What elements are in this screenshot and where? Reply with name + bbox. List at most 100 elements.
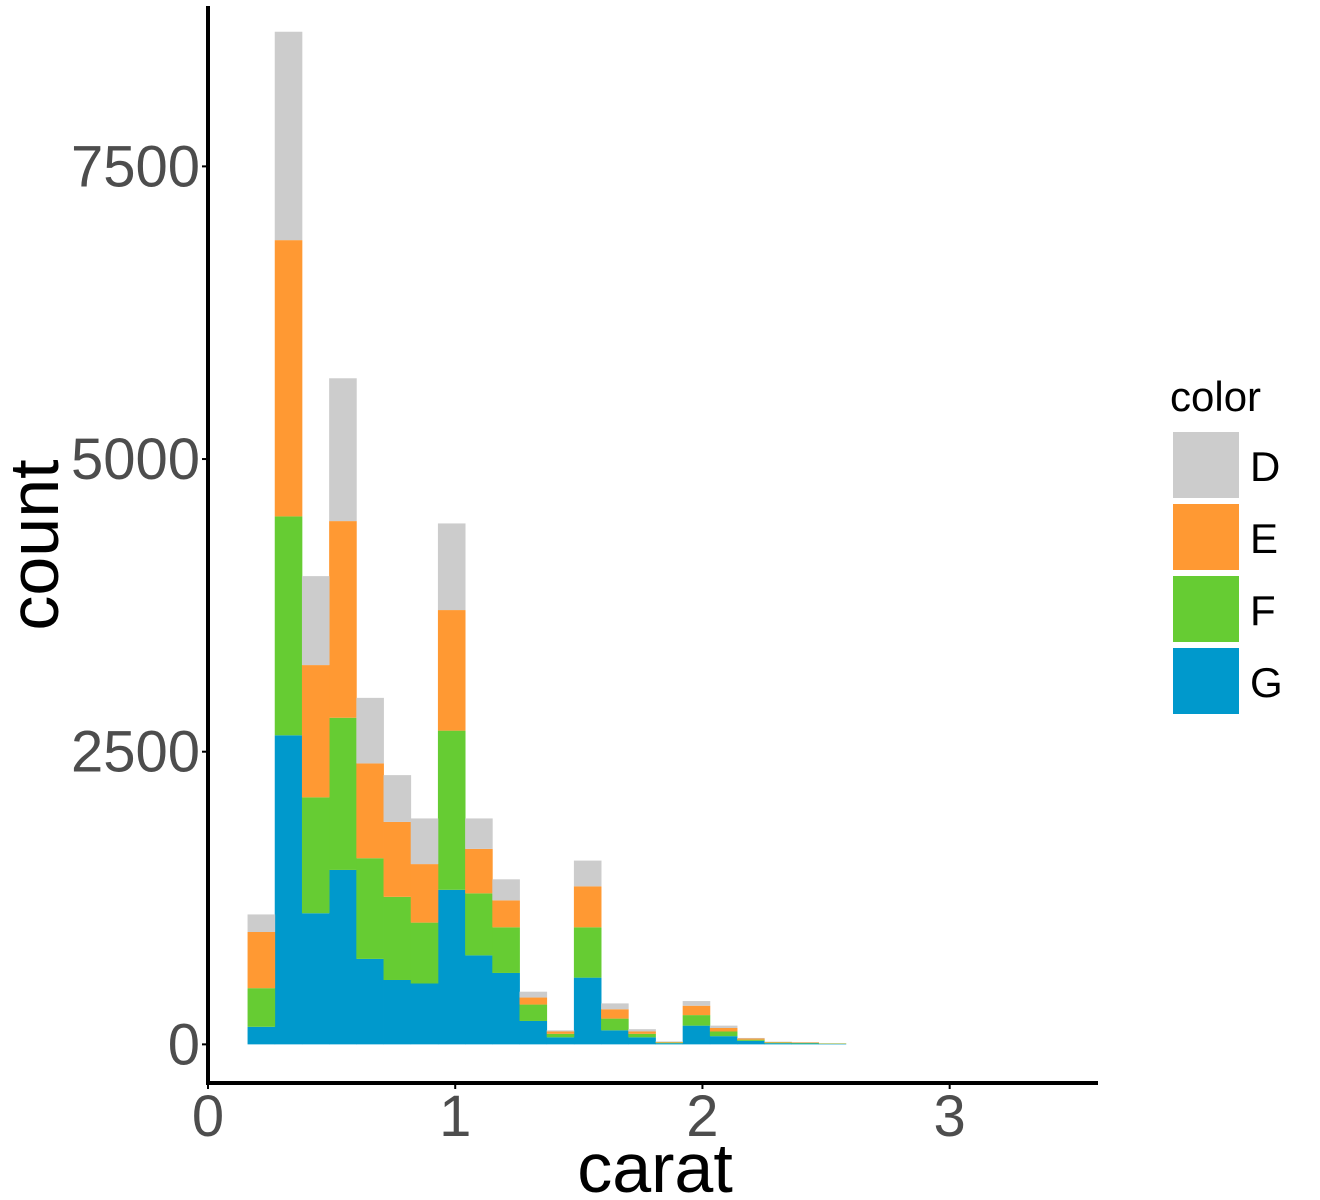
- bar-G-1: [274, 735, 303, 1045]
- bar-E-3: [329, 521, 357, 718]
- bar-F-13: [601, 1018, 629, 1031]
- y-axis-title: count: [0, 459, 73, 630]
- bar-D-17: [709, 1025, 738, 1028]
- bar-G-11: [546, 1037, 575, 1045]
- bar-D-7: [437, 523, 466, 611]
- x-axis-ticks: 0 1 2 3: [192, 1083, 966, 1149]
- bar-D-13: [601, 1003, 629, 1010]
- bar-G-3: [329, 869, 357, 1045]
- bar-D-15: [655, 1041, 684, 1043]
- x-tick-label: 0: [192, 1084, 224, 1149]
- bar-G-8: [465, 955, 493, 1045]
- bar-E-16: [682, 1005, 711, 1016]
- bar-D-4: [356, 697, 384, 764]
- bar-F-5: [383, 896, 412, 980]
- bar-F-2: [301, 797, 330, 914]
- bar-D-0: [247, 914, 276, 932]
- bar-D-14: [628, 1029, 656, 1032]
- bar-F-4: [356, 858, 384, 959]
- bar-D-5: [383, 775, 412, 822]
- x-tick-label: 2: [686, 1084, 718, 1149]
- legend-title: color: [1170, 373, 1261, 420]
- legend-label-G: G: [1250, 659, 1283, 706]
- bar-D-10: [519, 991, 548, 998]
- y-tick-label: 0: [168, 1012, 200, 1077]
- bar-E-17: [709, 1027, 738, 1032]
- legend-label-F: F: [1250, 587, 1276, 634]
- bar-D-3: [329, 378, 357, 522]
- bar-G-15: [655, 1043, 684, 1045]
- bar-G-12: [573, 977, 602, 1045]
- bar-D-9: [492, 879, 520, 901]
- bar-G-0: [247, 1026, 276, 1045]
- legend-key-F: [1173, 576, 1239, 642]
- x-tick-label: 3: [934, 1084, 966, 1149]
- bar-E-14: [628, 1031, 656, 1034]
- bar-E-18: [737, 1038, 765, 1040]
- bar-G-17: [709, 1036, 738, 1045]
- bars-layer: [247, 31, 847, 1045]
- bar-E-13: [601, 1009, 629, 1019]
- bar-E-7: [437, 610, 466, 731]
- bar-G-5: [383, 979, 412, 1045]
- bar-E-2: [301, 665, 330, 798]
- bar-G-13: [601, 1030, 629, 1045]
- bar-E-9: [492, 900, 520, 928]
- bar-D-11: [546, 1030, 575, 1032]
- bar-F-6: [410, 922, 439, 984]
- bar-D-8: [465, 818, 493, 849]
- bar-E-5: [383, 821, 412, 897]
- bar-E-4: [356, 763, 384, 859]
- bar-D-18: [737, 1037, 765, 1039]
- bar-F-7: [437, 730, 466, 890]
- bar-F-3: [329, 717, 357, 870]
- bar-F-12: [573, 927, 602, 978]
- bar-F-15: [655, 1042, 684, 1044]
- bar-G-10: [519, 1020, 548, 1045]
- bar-G-9: [492, 972, 520, 1045]
- bar-F-20: [791, 1042, 820, 1044]
- bar-E-8: [465, 848, 493, 894]
- bar-G-16: [682, 1025, 711, 1045]
- bar-F-14: [628, 1033, 656, 1038]
- bar-E-11: [546, 1031, 575, 1034]
- bar-G-7: [437, 889, 466, 1045]
- bar-F-18: [737, 1039, 765, 1041]
- bar-F-10: [519, 1004, 548, 1021]
- legend-key-D: [1173, 432, 1239, 498]
- bar-G-19: [764, 1043, 792, 1045]
- bar-E-6: [410, 864, 439, 923]
- x-axis-title: carat: [577, 1129, 733, 1200]
- bar-D-1: [274, 31, 303, 241]
- bar-D-16: [682, 1001, 711, 1006]
- legend-key-G: [1173, 648, 1239, 714]
- bar-E-15: [655, 1042, 684, 1043]
- legend-label-E: E: [1250, 515, 1278, 562]
- bar-E-1: [274, 240, 303, 517]
- x-tick-label: 1: [439, 1084, 471, 1149]
- bar-E-0: [247, 931, 276, 989]
- bar-E-20: [791, 1042, 820, 1043]
- bar-F-9: [492, 927, 520, 973]
- bar-D-2: [301, 576, 330, 666]
- y-tick-label: 5000: [71, 427, 200, 492]
- legend-label-D: D: [1250, 443, 1280, 490]
- bar-E-19: [764, 1042, 792, 1043]
- bar-F-1: [274, 516, 303, 736]
- y-tick-label: 2500: [71, 720, 200, 785]
- bar-F-0: [247, 988, 276, 1027]
- bar-G-4: [356, 958, 384, 1045]
- bar-G-18: [737, 1040, 765, 1045]
- legend-key-E: [1173, 504, 1239, 570]
- bar-G-2: [301, 913, 330, 1045]
- bar-E-12: [573, 886, 602, 928]
- y-tick-label: 7500: [71, 134, 200, 199]
- bar-F-17: [709, 1031, 738, 1037]
- bar-D-12: [573, 860, 602, 887]
- bar-G-6: [410, 983, 439, 1045]
- bar-D-6: [410, 818, 439, 865]
- bar-G-20: [791, 1043, 820, 1045]
- bar-F-11: [546, 1033, 575, 1038]
